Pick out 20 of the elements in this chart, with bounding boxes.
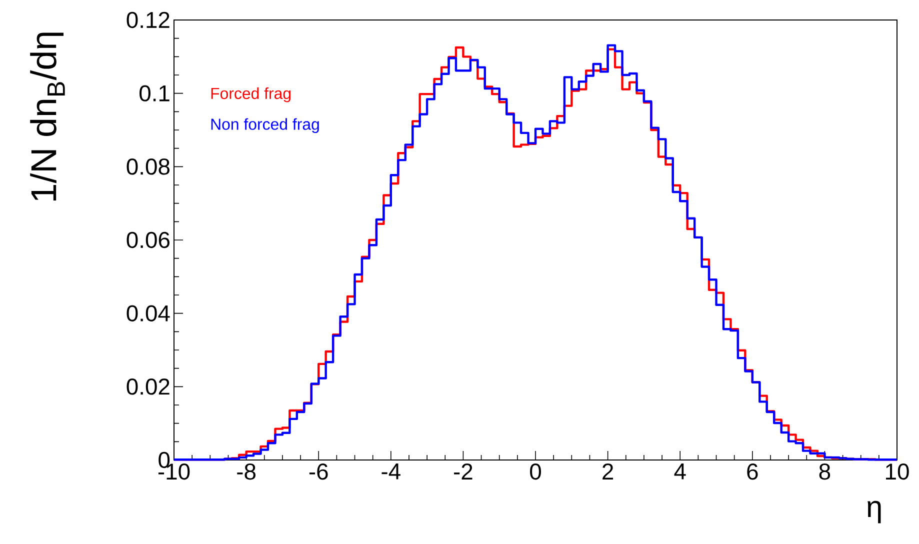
- x-tick-label: -8: [237, 464, 256, 480]
- x-tick-label: 0: [530, 464, 541, 480]
- x-tick-label: -2: [454, 464, 472, 480]
- x-tick-label: 10: [886, 464, 909, 480]
- x-tick-label: -4: [382, 464, 400, 480]
- y-tick-label: 0.08: [126, 158, 170, 175]
- y-tick-label: 0.1: [140, 85, 170, 102]
- y-axis-title: 1/N dn$_{B}$/dη: [30, 32, 65, 200]
- y-tick-label: 0.06: [126, 232, 170, 248]
- x-tick-label: 8: [819, 464, 830, 480]
- x-axis-title: η: [868, 500, 881, 524]
- y-tick-label: 0.12: [126, 12, 170, 28]
- y-tick-label: 0.04: [126, 305, 170, 322]
- x-tick-label: 4: [674, 464, 686, 480]
- text: Non forced frag: [211, 118, 319, 134]
- y-tick-label: 0.02: [126, 378, 170, 395]
- x-tick-label: 2: [602, 464, 614, 480]
- text: Forced frag: [211, 87, 291, 102]
- x-tick-label: 6: [747, 464, 758, 480]
- x-tick-label: -6: [309, 464, 328, 480]
